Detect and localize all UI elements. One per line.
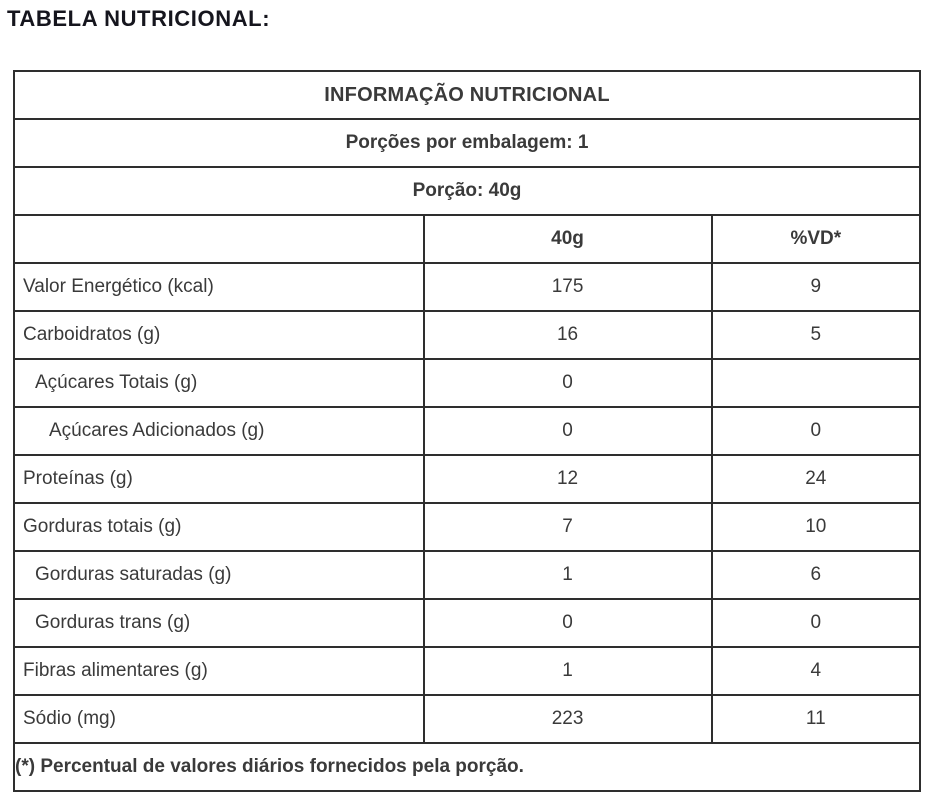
column-header-row: 40g %VD* — [13, 214, 922, 264]
column-header-dv: %VD* — [710, 214, 922, 264]
nutrient-row: Sódio (mg) 223 11 — [13, 694, 922, 744]
nutrient-label: Sódio (mg) — [13, 694, 425, 744]
column-header-amount: 40g — [422, 214, 713, 264]
nutrient-row: Carboidratos (g) 16 5 — [13, 310, 922, 360]
nutrient-dv-percent: 4 — [710, 646, 922, 696]
nutrient-dv-percent: 11 — [710, 694, 922, 744]
nutrient-dv-percent: 24 — [710, 454, 922, 504]
nutrient-label: Valor Energético (kcal) — [13, 262, 425, 312]
table-title: INFORMAÇÃO NUTRICIONAL — [13, 70, 921, 120]
nutrient-amount: 1 — [422, 646, 713, 696]
column-header-label — [13, 214, 425, 264]
nutrient-label: Gorduras saturadas (g) — [13, 550, 425, 600]
nutrient-label: Carboidratos (g) — [13, 310, 425, 360]
page-title: TABELA NUTRICIONAL: — [7, 6, 271, 31]
footnote-text: (*) Percentual de valores diários fornec… — [13, 742, 921, 792]
nutrient-amount: 16 — [422, 310, 713, 360]
nutrient-row: Gorduras trans (g) 0 0 — [13, 598, 922, 648]
nutrient-dv-percent: 5 — [710, 310, 922, 360]
nutrient-dv-percent: 0 — [710, 598, 922, 648]
nutrient-dv-percent — [710, 358, 922, 408]
portion-row: Porção: 40g — [13, 166, 921, 216]
nutrient-amount: 1 — [422, 550, 713, 600]
nutrient-row: Valor Energético (kcal) 175 9 — [13, 262, 922, 312]
nutrient-row: Proteínas (g) 12 24 — [13, 454, 922, 504]
nutrient-dv-percent: 6 — [710, 550, 922, 600]
servings-per-package: Porções por embalagem: 1 — [13, 118, 921, 168]
nutrient-label: Açúcares Totais (g) — [13, 358, 425, 408]
table-header-row: INFORMAÇÃO NUTRICIONAL — [13, 70, 921, 120]
nutrient-dv-percent: 10 — [710, 502, 922, 552]
nutrient-amount: 175 — [422, 262, 713, 312]
nutrient-dv-percent: 9 — [710, 262, 922, 312]
nutrient-amount: 223 — [422, 694, 713, 744]
nutrient-label: Proteínas (g) — [13, 454, 425, 504]
nutrient-dv-percent: 0 — [710, 406, 922, 456]
nutrient-row: Gorduras saturadas (g) 1 6 — [13, 550, 922, 600]
footnote-row: (*) Percentual de valores diários fornec… — [13, 742, 921, 792]
nutrient-label: Açúcares Adicionados (g) — [13, 406, 425, 456]
portion-size: Porção: 40g — [13, 166, 921, 216]
nutrient-amount: 12 — [422, 454, 713, 504]
nutrient-amount: 0 — [422, 358, 713, 408]
nutrient-row: Açúcares Totais (g) 0 — [13, 358, 922, 408]
nutrient-row: Açúcares Adicionados (g) 0 0 — [13, 406, 922, 456]
nutrient-label: Gorduras totais (g) — [13, 502, 425, 552]
nutrient-amount: 0 — [422, 406, 713, 456]
nutrient-amount: 7 — [422, 502, 713, 552]
nutrient-label: Fibras alimentares (g) — [13, 646, 425, 696]
nutrient-amount: 0 — [422, 598, 713, 648]
nutrient-row: Gorduras totais (g) 7 10 — [13, 502, 922, 552]
nutrition-table: INFORMAÇÃO NUTRICIONAL Porções por embal… — [13, 70, 922, 792]
nutrient-row: Fibras alimentares (g) 1 4 — [13, 646, 922, 696]
nutrient-label: Gorduras trans (g) — [13, 598, 425, 648]
servings-row: Porções por embalagem: 1 — [13, 118, 921, 168]
